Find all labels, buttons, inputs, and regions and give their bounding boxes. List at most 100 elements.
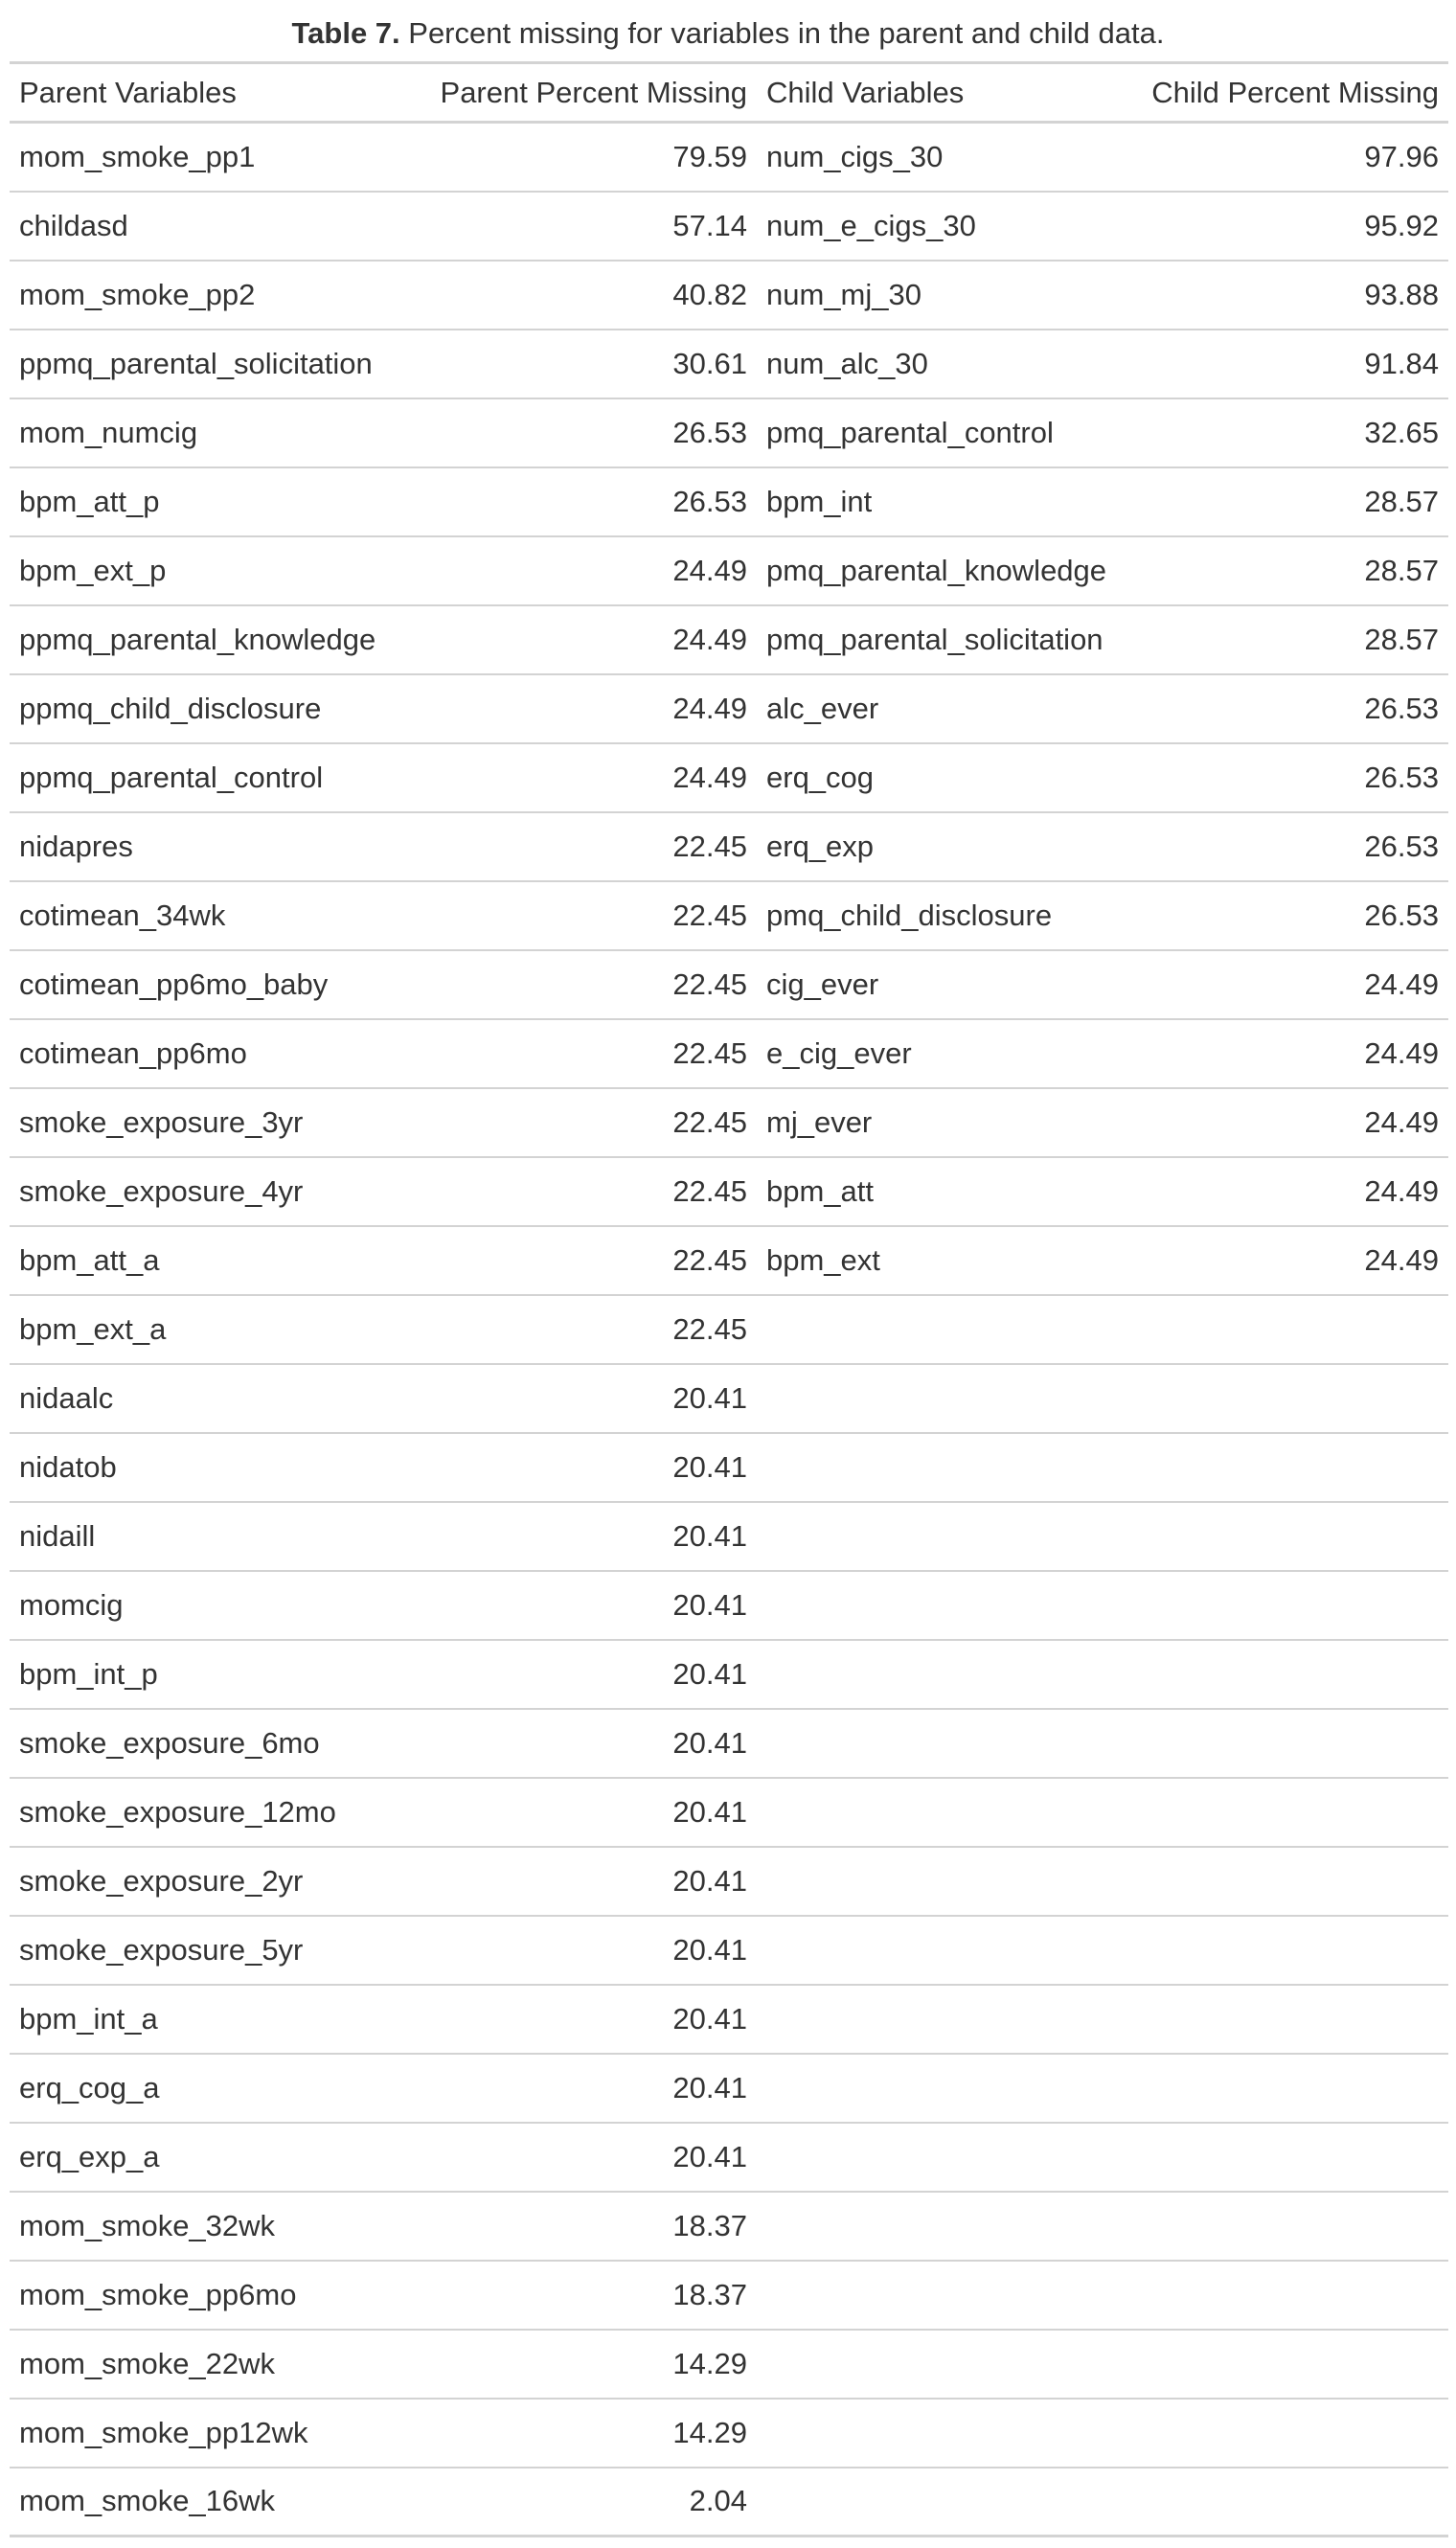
parent-variable-cell: smoke_exposure_3yr bbox=[10, 1087, 402, 1158]
parent-percent-missing-cell: 20.41 bbox=[402, 1639, 757, 1710]
child-variable-cell bbox=[757, 1777, 1140, 1848]
parent-percent-missing-cell: 26.53 bbox=[402, 466, 757, 537]
table-caption-label: Table 7. bbox=[291, 16, 400, 50]
child-variable-cell bbox=[757, 2260, 1140, 2331]
parent-variable-cell: nidaill bbox=[10, 1501, 402, 1572]
parent-percent-missing-cell: 20.41 bbox=[402, 1777, 757, 1848]
parent-percent-missing-cell: 20.41 bbox=[402, 1846, 757, 1917]
child-variable-cell bbox=[757, 2467, 1140, 2537]
table-row: ppmq_parental_solicitation 30.61 num_alc_3… bbox=[10, 329, 1448, 399]
parent-percent-missing-cell: 20.41 bbox=[402, 1501, 757, 1572]
table-row: bpm_int_a 20.41 bbox=[10, 1984, 1448, 2055]
child-percent-missing-cell bbox=[1140, 1294, 1448, 1365]
parent-variable-cell: mom_smoke_pp2 bbox=[10, 260, 402, 330]
table-row: bpm_int_p 20.41 bbox=[10, 1639, 1448, 1710]
child-percent-missing-cell: 26.53 bbox=[1140, 742, 1448, 813]
parent-percent-missing-cell: 18.37 bbox=[402, 2191, 757, 2262]
parent-variable-cell: momcig bbox=[10, 1570, 402, 1641]
child-variable-cell: erq_cog bbox=[757, 742, 1140, 813]
child-variable-cell bbox=[757, 2329, 1140, 2400]
table-row: mom_smoke_pp2 40.82 num_mj_30 93.88 bbox=[10, 260, 1448, 330]
parent-percent-missing-cell: 22.45 bbox=[402, 880, 757, 951]
header-child-percent-missing: Child Percent Missing bbox=[1140, 61, 1448, 124]
child-percent-missing-cell bbox=[1140, 1846, 1448, 1917]
child-variable-cell: pmq_parental_solicitation bbox=[757, 604, 1140, 675]
child-percent-missing-cell: 91.84 bbox=[1140, 329, 1448, 399]
parent-variable-cell: mom_smoke_32wk bbox=[10, 2191, 402, 2262]
parent-percent-missing-cell: 26.53 bbox=[402, 398, 757, 468]
child-variable-cell bbox=[757, 1432, 1140, 1503]
child-variable-cell: erq_exp bbox=[757, 811, 1140, 882]
child-percent-missing-cell: 28.57 bbox=[1140, 466, 1448, 537]
child-variable-cell: bpm_att bbox=[757, 1156, 1140, 1227]
child-variable-cell: bpm_int bbox=[757, 466, 1140, 537]
parent-variable-cell: ppmq_parental_control bbox=[10, 742, 402, 813]
parent-variable-cell: mom_smoke_16wk bbox=[10, 2467, 402, 2537]
table-caption-text: Percent missing for variables in the par… bbox=[399, 16, 1165, 50]
parent-variable-cell: ppmq_parental_knowledge bbox=[10, 604, 402, 675]
table-row: smoke_exposure_2yr 20.41 bbox=[10, 1846, 1448, 1917]
parent-variable-cell: ppmq_parental_solicitation bbox=[10, 329, 402, 399]
child-variable-cell bbox=[757, 1639, 1140, 1710]
table-row: nidaill 20.41 bbox=[10, 1501, 1448, 1572]
table-row: bpm_att_p 26.53 bpm_int 28.57 bbox=[10, 466, 1448, 537]
parent-percent-missing-cell: 30.61 bbox=[402, 329, 757, 399]
child-percent-missing-cell bbox=[1140, 1501, 1448, 1572]
table-header: Parent Variables Parent Percent Missing … bbox=[10, 61, 1448, 124]
parent-variable-cell: smoke_exposure_12mo bbox=[10, 1777, 402, 1848]
table-caption: Table 7. Percent missing for variables i… bbox=[0, 11, 1456, 56]
child-variable-cell: num_mj_30 bbox=[757, 260, 1140, 330]
child-percent-missing-cell: 32.65 bbox=[1140, 398, 1448, 468]
child-percent-missing-cell: 24.49 bbox=[1140, 1087, 1448, 1158]
table-body: mom_smoke_pp1 79.59 num_cigs_30 97.96 childa… bbox=[10, 122, 1448, 2537]
parent-percent-missing-cell: 20.41 bbox=[402, 1432, 757, 1503]
child-percent-missing-cell bbox=[1140, 2260, 1448, 2331]
table-row: cotimean_pp6mo 22.45 e_cig_ever 24.49 bbox=[10, 1018, 1448, 1089]
parent-variable-cell: mom_numcig bbox=[10, 398, 402, 468]
parent-variable-cell: smoke_exposure_4yr bbox=[10, 1156, 402, 1227]
parent-variable-cell: bpm_att_a bbox=[10, 1225, 402, 1296]
parent-variable-cell: smoke_exposure_5yr bbox=[10, 1915, 402, 1986]
child-variable-cell: bpm_ext bbox=[757, 1225, 1140, 1296]
child-variable-cell: cig_ever bbox=[757, 949, 1140, 1020]
child-percent-missing-cell bbox=[1140, 1984, 1448, 2055]
table-row: nidatob 20.41 bbox=[10, 1432, 1448, 1503]
parent-percent-missing-cell: 79.59 bbox=[402, 122, 757, 193]
parent-variable-cell: childasd bbox=[10, 191, 402, 262]
child-percent-missing-cell bbox=[1140, 1708, 1448, 1779]
parent-percent-missing-cell: 22.45 bbox=[402, 1018, 757, 1089]
child-variable-cell: e_cig_ever bbox=[757, 1018, 1140, 1089]
parent-variable-cell: erq_exp_a bbox=[10, 2122, 402, 2193]
parent-variable-cell: mom_smoke_pp6mo bbox=[10, 2260, 402, 2331]
child-variable-cell: num_e_cigs_30 bbox=[757, 191, 1140, 262]
child-variable-cell bbox=[757, 2191, 1140, 2262]
parent-variable-cell: mom_smoke_pp1 bbox=[10, 122, 402, 193]
parent-variable-cell: bpm_ext_a bbox=[10, 1294, 402, 1365]
parent-percent-missing-cell: 20.41 bbox=[402, 1708, 757, 1779]
child-percent-missing-cell: 95.92 bbox=[1140, 191, 1448, 262]
child-percent-missing-cell bbox=[1140, 1639, 1448, 1710]
child-percent-missing-cell bbox=[1140, 2398, 1448, 2468]
child-variable-cell bbox=[757, 2122, 1140, 2193]
child-percent-missing-cell bbox=[1140, 1432, 1448, 1503]
table-row: bpm_att_a 22.45 bpm_ext 24.49 bbox=[10, 1225, 1448, 1296]
child-variable-cell bbox=[757, 1294, 1140, 1365]
parent-variable-cell: ppmq_child_disclosure bbox=[10, 673, 402, 744]
table-row: bpm_ext_a 22.45 bbox=[10, 1294, 1448, 1365]
parent-variable-cell: cotimean_pp6mo bbox=[10, 1018, 402, 1089]
parent-percent-missing-cell: 20.41 bbox=[402, 1915, 757, 1986]
child-percent-missing-cell bbox=[1140, 2053, 1448, 2124]
child-variable-cell bbox=[757, 2398, 1140, 2468]
child-percent-missing-cell: 93.88 bbox=[1140, 260, 1448, 330]
child-variable-cell bbox=[757, 2053, 1140, 2124]
parent-percent-missing-cell: 22.45 bbox=[402, 1294, 757, 1365]
child-percent-missing-cell: 24.49 bbox=[1140, 949, 1448, 1020]
child-variable-cell: mj_ever bbox=[757, 1087, 1140, 1158]
parent-percent-missing-cell: 22.45 bbox=[402, 1225, 757, 1296]
parent-variable-cell: smoke_exposure_6mo bbox=[10, 1708, 402, 1779]
child-percent-missing-cell bbox=[1140, 1570, 1448, 1641]
table-row: bpm_ext_p 24.49 pmq_parental_knowledge 28.5… bbox=[10, 535, 1448, 606]
table-row: smoke_exposure_6mo 20.41 bbox=[10, 1708, 1448, 1779]
child-variable-cell bbox=[757, 1501, 1140, 1572]
parent-variable-cell: bpm_att_p bbox=[10, 466, 402, 537]
